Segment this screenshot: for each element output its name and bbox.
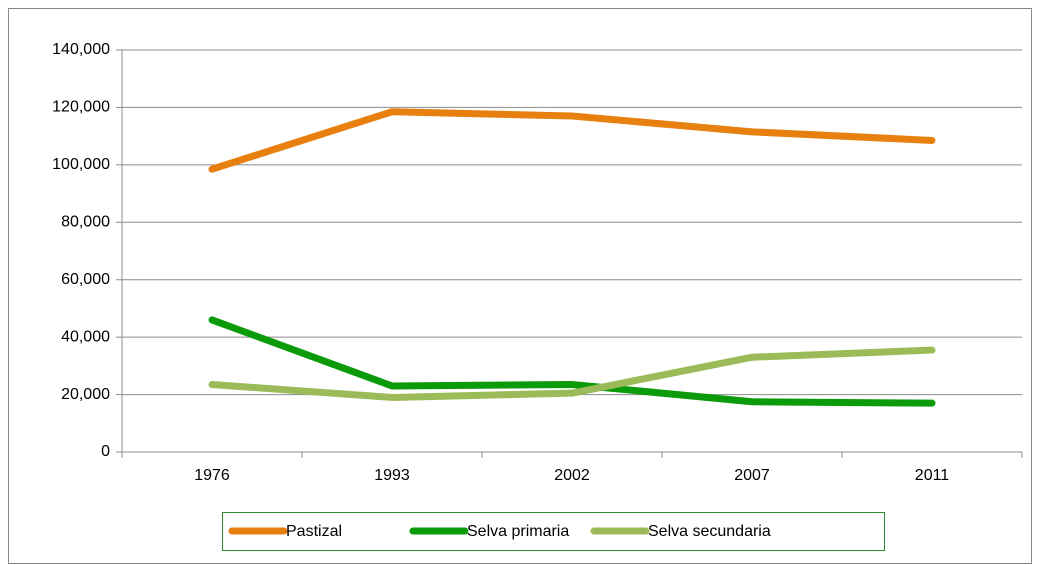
x-tick-label: 2002: [554, 467, 590, 484]
x-tick-label: 2007: [734, 467, 770, 484]
y-tick-label: 140,000: [52, 41, 110, 58]
series-line: [208, 316, 936, 407]
legend-label: Pastizal: [286, 523, 342, 540]
y-tick-label: 20,000: [61, 386, 110, 403]
y-tick-label: 40,000: [61, 328, 110, 345]
y-tick-label: 80,000: [61, 214, 110, 231]
legend-label: Selva secundaria: [648, 523, 771, 540]
y-tick-label: 0: [101, 443, 110, 460]
y-tick-label: 120,000: [52, 99, 110, 116]
x-tick-label: 2011: [915, 467, 950, 484]
x-tick-label: 1976: [194, 467, 230, 484]
x-tick-label: 1993: [374, 467, 410, 484]
series-line: [208, 108, 936, 173]
legend-label: Selva primaria: [467, 523, 569, 540]
y-tick-label: 100,000: [52, 156, 110, 173]
series-line: [208, 346, 936, 401]
y-tick-label: 60,000: [61, 271, 110, 288]
chart-border: [8, 8, 1032, 564]
legend-box: [222, 512, 885, 551]
